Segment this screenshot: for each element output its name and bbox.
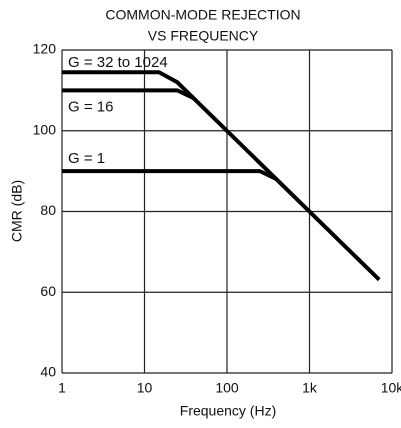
series-line bbox=[62, 169, 278, 182]
x-tick-label: 1 bbox=[58, 380, 66, 396]
y-tick-label: 40 bbox=[40, 364, 56, 380]
series-line bbox=[62, 70, 381, 282]
x-tick-label: 100 bbox=[215, 380, 239, 396]
y-tick-label: 120 bbox=[33, 41, 57, 57]
x-axis-label: Frequency (Hz) bbox=[180, 403, 276, 419]
y-tick-label: 60 bbox=[40, 283, 56, 299]
y-axis-label: CMR (dB) bbox=[9, 180, 25, 242]
series-line bbox=[62, 88, 196, 101]
chart-title: VS FREQUENCY bbox=[148, 28, 259, 44]
y-tick-label: 100 bbox=[33, 121, 57, 137]
series-label: G = 16 bbox=[68, 98, 113, 115]
x-tick-label: 10k bbox=[381, 380, 401, 396]
chart-title: COMMON-MODE REJECTION bbox=[105, 7, 300, 23]
series-label: G = 32 to 1024 bbox=[68, 54, 168, 71]
x-tick-label: 10 bbox=[137, 380, 153, 396]
series-label: G = 1 bbox=[68, 150, 105, 167]
x-tick-label: 1k bbox=[302, 380, 318, 396]
y-tick-label: 80 bbox=[40, 202, 56, 218]
